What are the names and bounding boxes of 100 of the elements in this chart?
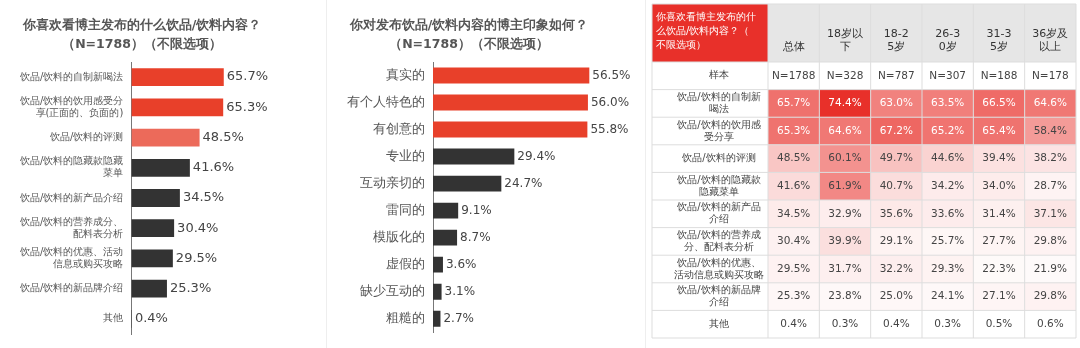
chart-subtitle: （N=1788）（不限选项） [389, 35, 549, 51]
data-label: 40.7% [879, 178, 914, 191]
y-tick-label: 雷同的 [386, 201, 425, 217]
text: N=307 [929, 68, 967, 81]
data-label: 65.3% [776, 123, 811, 136]
data-label: 39.4% [982, 151, 1016, 164]
y-tick-label: 缺少互动的 [360, 283, 425, 299]
data-label: 48.5% [776, 151, 811, 164]
data-label: 29.8% [1033, 234, 1068, 247]
data-label: 0.3% [934, 316, 962, 329]
data-label: 34.5% [776, 206, 811, 219]
y-tick-label: 真实的 [386, 66, 425, 82]
data-label: 32.9% [828, 206, 862, 219]
text: N=787 [877, 68, 915, 81]
data-label: 23.8% [828, 289, 862, 302]
data-label: 27.7% [982, 234, 1016, 247]
data-label: 0.6% [1036, 316, 1064, 329]
chart-title: 你对发布饮品/饮料内容的博主印象如何？ [348, 16, 589, 32]
data-label: 30.4% [177, 219, 219, 235]
data-label: 39.9% [828, 234, 862, 247]
y-tick-label: 粗糙的 [386, 310, 425, 326]
y-tick-label: 饮品/饮料的饮用感受分享(正面的、负面的) [18, 94, 124, 118]
y-tick-label: 饮品/饮料的隐藏款隐藏菜单 [676, 173, 761, 197]
data-label: 56.0% [590, 94, 630, 109]
y-tick-label: 饮品/饮料的优惠、活动信息或购买攻略 [674, 256, 764, 280]
data-label: 25.0% [879, 289, 914, 302]
y-tick-label: 饮品/饮料的营养成分、配料表分析 [676, 228, 761, 252]
y-tick-label: 有创意的 [373, 120, 425, 136]
data-label: 37.1% [1033, 206, 1068, 219]
data-label: 0.4% [134, 310, 168, 326]
data-label: 33.6% [930, 206, 965, 219]
data-label: 64.6% [1033, 96, 1068, 109]
data-label: 27.1% [982, 289, 1016, 302]
data-label: 3.1% [444, 283, 476, 298]
data-label: 0.4% [882, 316, 910, 329]
chart-title: 你喜欢看博主发布的什么饮品/饮料内容？ [21, 16, 262, 32]
data-label: 30.4% [776, 234, 811, 247]
data-label: 34.0% [982, 178, 1016, 191]
y-tick-label: 其他 [709, 317, 729, 329]
data-label: 29.5% [776, 261, 811, 274]
y-tick-label: 饮品/饮料的新品牌介绍 [676, 284, 761, 308]
data-label: 32.2% [879, 261, 914, 274]
x-tick-label: 31-35岁 [986, 27, 1012, 54]
y-tick-label: 饮品/饮料的新产品介绍 [676, 201, 761, 225]
chart-title: 你喜欢看博主发布的什么饮品/饮料内容？（不限选项） [656, 10, 756, 50]
data-label: 38.2% [1033, 151, 1068, 164]
data-label: 48.5% [202, 128, 244, 144]
data-label: 41.6% [192, 159, 235, 175]
data-label: 61.9% [828, 178, 862, 191]
data-label: 56.5% [592, 67, 631, 82]
data-label: 24.1% [930, 289, 965, 302]
data-label: 66.5% [982, 96, 1016, 109]
y-tick-label: 有个人特色的 [347, 93, 425, 109]
data-label: 65.4% [982, 123, 1016, 136]
data-label: 55.8% [590, 121, 629, 136]
data-label: 41.6% [776, 178, 811, 191]
data-label: 9.1% [461, 202, 492, 217]
y-tick-label: 饮品/饮料的新品牌介绍 [18, 282, 124, 294]
data-label: 58.4% [1033, 123, 1068, 136]
data-label: 63.5% [930, 96, 965, 109]
data-label: 64.6% [828, 123, 862, 136]
x-tick-label: 36岁及以上 [1032, 27, 1069, 54]
y-tick-label: 饮品/饮料的评测 [48, 131, 124, 143]
data-label: 74.4% [828, 96, 862, 109]
data-label: 0.4% [780, 316, 808, 329]
y-tick-label: 饮品/饮料的新产品介绍 [18, 191, 124, 203]
text: N=188 [980, 68, 1018, 81]
x-tick-label: 18-25岁 [883, 27, 909, 54]
y-tick-label: 饮品/饮料的自制新喝法 [18, 70, 124, 82]
x-tick-label: 总体 [781, 40, 805, 54]
data-label: 29.3% [930, 261, 965, 274]
data-label: 65.2% [930, 123, 965, 136]
y-tick-label: 专业的 [386, 147, 425, 163]
data-label: 35.6% [879, 206, 914, 219]
y-tick-label: 饮品/饮料的隐藏款隐藏菜单 [18, 155, 124, 179]
data-label: 44.6% [930, 151, 965, 164]
y-tick-label: 饮品/饮料的评测 [681, 152, 756, 164]
data-label: 25.3% [169, 280, 212, 296]
data-label: 22.3% [982, 261, 1016, 274]
data-label: 67.2% [879, 123, 914, 136]
data-label: 31.4% [982, 206, 1016, 219]
data-label: 21.9% [1033, 261, 1068, 274]
data-label: 25.7% [930, 234, 965, 247]
data-label: 29.8% [1033, 289, 1068, 302]
text: N=328 [826, 68, 864, 81]
data-label: 25.3% [776, 289, 811, 302]
data-label: 3.6% [445, 256, 477, 271]
data-label: 65.7% [776, 96, 811, 109]
data-label: 34.2% [930, 178, 965, 191]
data-label: 29.4% [517, 148, 556, 163]
text: N=178 [1031, 68, 1069, 81]
y-tick-label: 样本 [709, 69, 729, 81]
y-tick-label: 其他 [103, 312, 124, 324]
data-label: 63.0% [879, 96, 914, 109]
y-tick-label: 饮品/饮料的营养成分、配料表分析 [18, 215, 124, 239]
data-label: 8.7% [460, 229, 491, 244]
data-label: 49.7% [879, 151, 914, 164]
y-tick-label: 互动亲切的 [360, 174, 425, 190]
y-tick-label: 饮品/饮料的自制新喝法 [676, 90, 761, 114]
data-label: 29.1% [879, 234, 914, 247]
